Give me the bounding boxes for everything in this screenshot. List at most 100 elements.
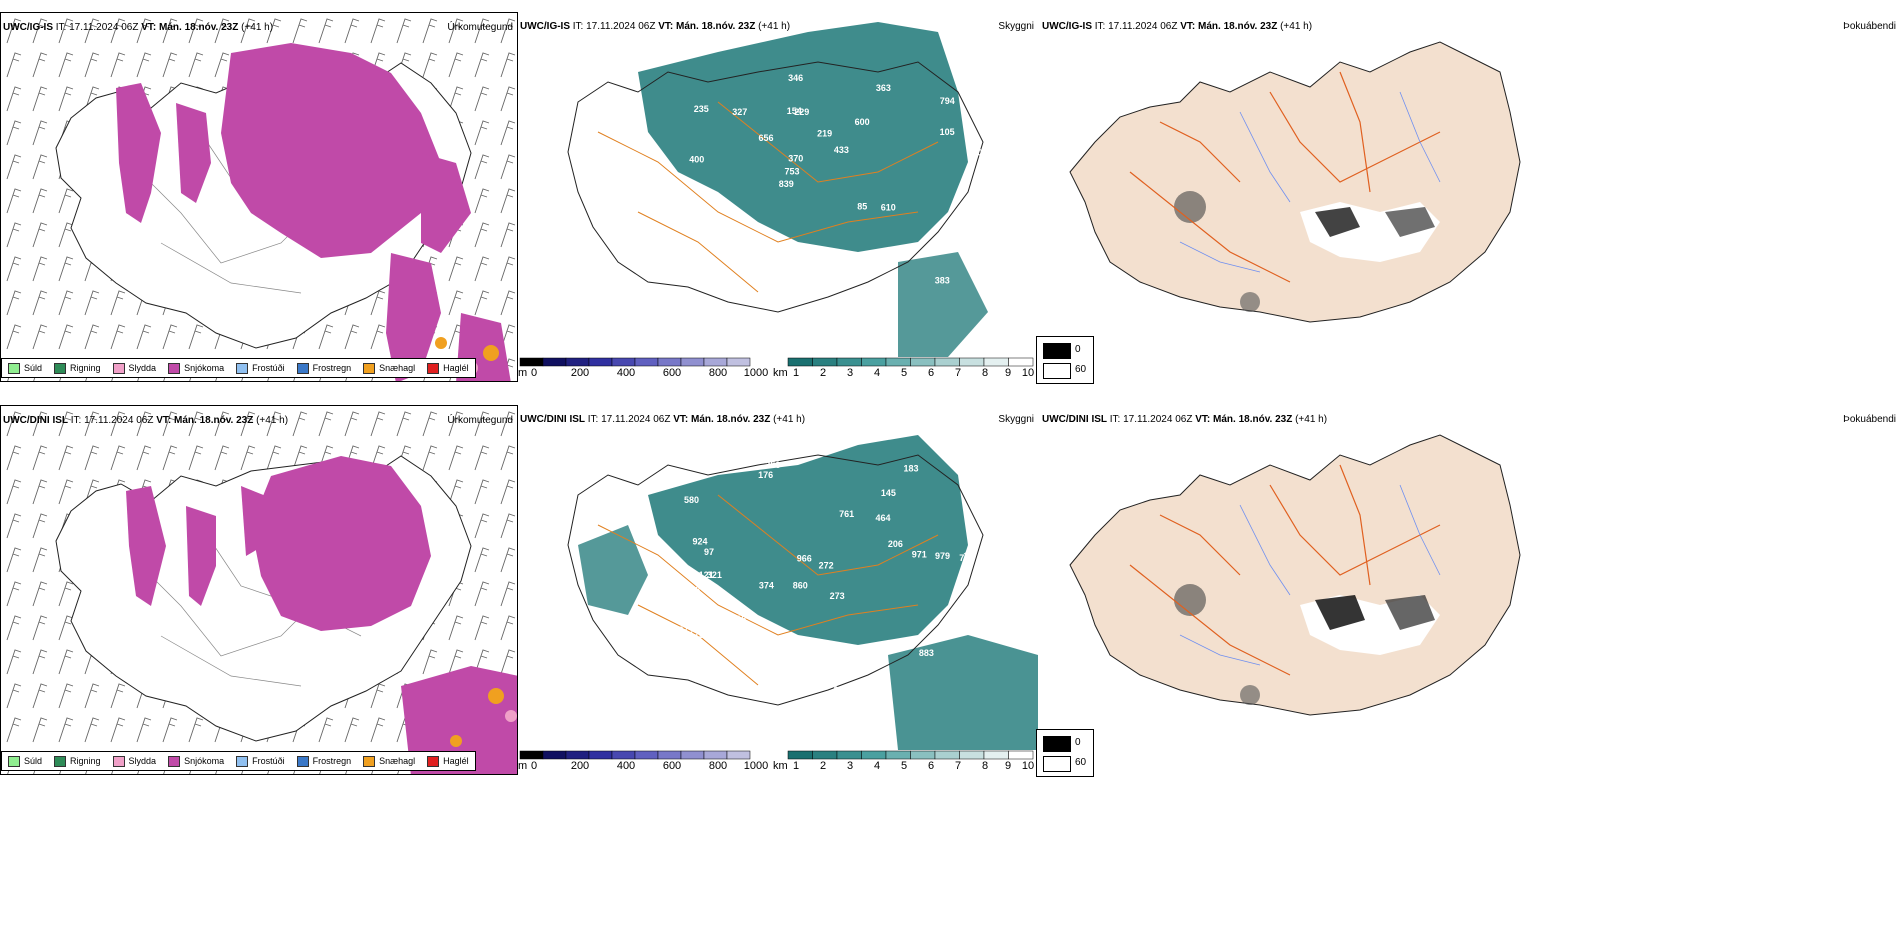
ceiling-value-label: 105 (940, 127, 955, 137)
visibility-tick: 4 (873, 367, 881, 379)
ceiling-tick: 600 (662, 760, 682, 772)
ceiling-value-label: 966 (797, 553, 812, 563)
visibility-tick: 8 (981, 367, 989, 379)
ceiling-value-label: 229 (794, 107, 809, 117)
ceiling-bar-segment (634, 357, 659, 367)
ceiling-value-label: 621 (694, 674, 709, 684)
visibility-bar-segment (934, 357, 960, 367)
ceiling-tick: 400 (616, 760, 636, 772)
legend-item: Súld (8, 362, 42, 374)
legend-item: Snjókoma (168, 362, 224, 374)
ceiling-bar-segment (657, 750, 682, 760)
visibility-tick: 2 (819, 367, 827, 379)
ceiling-value-label: 670 (967, 147, 982, 157)
ceiling-value-label: 580 (684, 495, 699, 505)
legend-item: Haglél (427, 755, 469, 767)
visibility-tick: 9 (1004, 760, 1012, 772)
ceiling-value-label: 753 (785, 167, 800, 177)
fog-key-label: 0 (1075, 344, 1081, 355)
precip-type-panel-row2: UWC/DINI ISL IT: 17.11.2024 06Z VT: Mán.… (0, 405, 518, 775)
iceland-land (1069, 41, 1521, 323)
ceiling-bar-segment (519, 357, 544, 367)
visibility-tick: 4 (873, 760, 881, 772)
visibility-bar-segment (836, 357, 862, 367)
ceiling-value-label: 188 (704, 279, 719, 289)
fog-panel-row1: UWC/IG-IS IT: 17.11.2024 06Z VT: Mán. 18… (1040, 12, 1900, 382)
fog-key-label: 60 (1075, 757, 1087, 768)
ceiling-bar-segment (565, 750, 590, 760)
fog-map-row2 (1069, 434, 1521, 716)
ceiling-bar-segment (588, 357, 613, 367)
ceiling-tick: 0 (530, 367, 538, 379)
ceiling-value-label: 235 (694, 104, 709, 114)
visibility-bar-segment (959, 750, 985, 760)
visibility-bar-segment (787, 750, 813, 760)
ceiling-value-label: 311 (785, 245, 800, 255)
ceiling-labels-row1: 383 400 794 839 600 188 154 219 274 656 264 361 229 4… (677, 73, 982, 289)
precip-legend: Súld Rigning Slydda Snjókoma Frostúði Fr… (1, 751, 476, 771)
snow-region (221, 43, 441, 258)
visibility-bar-segment (1008, 750, 1034, 760)
panel-title: Skyggni (998, 414, 1034, 425)
ceiling-bar-segment (680, 357, 705, 367)
panel-header: UWC/DINI ISL IT: 17.11.2024 06Z VT: Mán.… (520, 414, 806, 425)
ceiling-bar-segment (519, 750, 544, 760)
rivers (1179, 484, 1441, 666)
visibility-bar-segment (787, 357, 813, 367)
ceiling-value-label: 464 (876, 513, 891, 523)
visibility-tick: 10 (1021, 367, 1035, 379)
panel-title: Skyggni (998, 21, 1034, 32)
ceiling-unit: m (518, 367, 528, 379)
ceiling-bar-segment (611, 357, 636, 367)
legend-item: Súld (8, 755, 42, 767)
legend-item: Frostúði (236, 362, 285, 374)
ceiling-value-label: 287 (841, 684, 856, 694)
cloud-base-map-row1: 383 400 794 839 600 188 154 219 274 656 264 361 229 4… (567, 22, 988, 357)
ceiling-value-label: 860 (793, 581, 808, 591)
ceiling-value-label: 121 (699, 570, 714, 580)
visibility-bar-segment (861, 750, 887, 760)
ceiling-value-label: 924 (693, 537, 708, 547)
visibility-tick: 6 (927, 367, 935, 379)
ceiling-value-label: 610 (881, 203, 896, 213)
ceiling-bar-segment (565, 357, 590, 367)
ceiling-bar-segment (726, 357, 751, 367)
visibility-tick: 5 (900, 760, 908, 772)
panel-header: UWC/IG-IS IT: 17.11.2024 06Z VT: Mán. 18… (3, 22, 274, 33)
ceiling-value-label: 274 (699, 230, 714, 240)
visibility-tick: 3 (846, 367, 854, 379)
visibility-tick: 8 (981, 760, 989, 772)
cloud-base-panel-row2: 356 145 764 860 273 321 580 464 148 761 272 621 176 3… (518, 405, 1038, 775)
ceiling-value-label: 361 (725, 256, 740, 266)
ceiling-value-label: 273 (830, 591, 845, 601)
fog-key-swatch (1043, 343, 1071, 359)
ceiling-value-label: 216 (731, 614, 746, 624)
legend-item: Snæhagl (363, 362, 415, 374)
fog-key-label: 60 (1075, 364, 1087, 375)
ceiling-value-label: 176 (758, 470, 773, 480)
visibility-bar-segment (861, 357, 887, 367)
visibility-unit: km (773, 367, 788, 379)
ceiling-value-label: 433 (834, 145, 849, 155)
colorbars-row1: m km 0 200 400 600 800 1000 1 2 3 4 5 6 … (518, 357, 1038, 382)
fog-key-swatch (1043, 756, 1071, 772)
ceiling-bar-segment (703, 357, 728, 367)
visibility-tick: 6 (927, 760, 935, 772)
legend-item: Rigning (54, 362, 101, 374)
fog-key-row2: 0 60 (1036, 729, 1094, 777)
visibility-tick: 1 (792, 760, 800, 772)
ceiling-value-label: 987 (673, 625, 688, 635)
ceiling-tick: 400 (616, 367, 636, 379)
ceiling-labels-row2: 356 145 764 860 273 321 580 464 148 761 272 621 176 3… (673, 460, 974, 695)
visibility-bar-segment (983, 750, 1009, 760)
cloud-region (648, 435, 968, 645)
ceiling-value-label: 370 (788, 154, 803, 164)
panel-header: UWC/DINI ISL IT: 17.11.2024 06Z VT: Mán.… (1042, 414, 1328, 425)
ceiling-value-label: 656 (759, 133, 774, 143)
ceiling-tick: 1000 (743, 367, 769, 379)
ceiling-value-label: 153 (797, 649, 812, 659)
ceiling-value-label: 971 (912, 550, 927, 560)
visibility-bar-segment (959, 357, 985, 367)
ceiling-value-label: 219 (817, 129, 832, 139)
ceiling-bar-segment (611, 750, 636, 760)
